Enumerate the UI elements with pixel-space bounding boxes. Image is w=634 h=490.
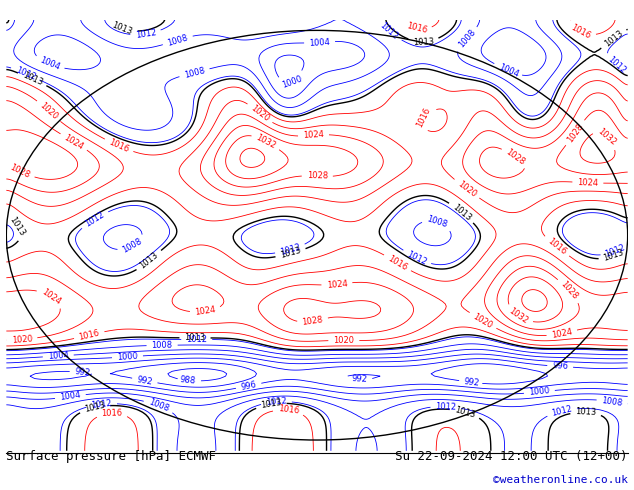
Text: 1012: 1012: [91, 399, 112, 410]
Text: 1012: 1012: [605, 55, 627, 75]
Text: 1016: 1016: [569, 23, 592, 40]
Text: 1008: 1008: [456, 28, 477, 50]
Text: 1013: 1013: [279, 246, 302, 260]
Text: 1020: 1020: [249, 103, 271, 123]
Text: 1008: 1008: [152, 341, 172, 350]
Text: 1012: 1012: [134, 28, 157, 40]
Text: 1008: 1008: [601, 395, 623, 408]
Text: 1028: 1028: [302, 316, 324, 327]
Text: 1004: 1004: [309, 37, 330, 48]
Text: 1013: 1013: [260, 398, 282, 410]
Text: 1028: 1028: [559, 280, 579, 301]
Text: 1024: 1024: [63, 132, 85, 151]
Text: 1004: 1004: [48, 351, 69, 361]
Text: 1004: 1004: [60, 391, 81, 402]
Text: 1020: 1020: [38, 101, 60, 122]
Text: 1013: 1013: [8, 216, 27, 238]
Text: 1008: 1008: [426, 215, 449, 230]
Text: Surface pressure [hPa] ECMWF: Surface pressure [hPa] ECMWF: [6, 450, 216, 463]
Text: 1012: 1012: [186, 335, 207, 344]
Text: 992: 992: [136, 375, 153, 387]
Text: 1012: 1012: [279, 242, 302, 257]
Text: 1020: 1020: [333, 336, 354, 345]
Text: Su 22-09-2024 12:00 UTC (12+00): Su 22-09-2024 12:00 UTC (12+00): [395, 450, 628, 463]
Text: 1013: 1013: [413, 37, 434, 47]
Text: 1008: 1008: [121, 237, 144, 255]
Text: 1016: 1016: [405, 21, 428, 35]
Text: 1016: 1016: [101, 409, 122, 418]
Text: 1008: 1008: [183, 66, 206, 79]
Text: 1032: 1032: [254, 133, 278, 150]
Text: 1024: 1024: [40, 287, 62, 306]
Text: 992: 992: [74, 367, 91, 378]
Text: 988: 988: [179, 375, 197, 386]
Text: 1013: 1013: [21, 71, 44, 87]
Text: 1013: 1013: [453, 405, 476, 419]
Text: 1012: 1012: [551, 404, 573, 418]
Text: 1024: 1024: [551, 327, 573, 340]
Text: 1012: 1012: [266, 396, 287, 407]
Text: 996: 996: [240, 380, 257, 392]
Text: 1020: 1020: [456, 179, 478, 199]
Text: 1013: 1013: [602, 248, 625, 263]
Text: 1012: 1012: [604, 243, 627, 259]
Text: 1008: 1008: [147, 397, 170, 414]
Text: 1012: 1012: [378, 21, 399, 42]
Text: 1012: 1012: [405, 249, 428, 267]
Text: 1013: 1013: [575, 407, 597, 417]
Text: 996: 996: [552, 361, 568, 371]
Text: 1024: 1024: [326, 279, 347, 290]
Text: 1013: 1013: [603, 29, 625, 49]
Text: 1028: 1028: [307, 172, 328, 181]
Text: 1008: 1008: [166, 33, 189, 48]
Text: 1013: 1013: [111, 21, 134, 37]
Text: 1012: 1012: [436, 402, 456, 412]
Text: 1013: 1013: [83, 401, 106, 414]
Text: 1013: 1013: [138, 250, 160, 270]
Text: 1016: 1016: [78, 328, 101, 342]
Text: ©weatheronline.co.uk: ©weatheronline.co.uk: [493, 475, 628, 485]
Text: 1004: 1004: [38, 56, 61, 72]
Text: 1016: 1016: [278, 405, 299, 416]
Text: 1028: 1028: [9, 163, 32, 180]
Text: 1020: 1020: [472, 312, 494, 330]
Text: 1028: 1028: [566, 122, 585, 144]
Text: 992: 992: [463, 377, 480, 388]
Text: 1032: 1032: [596, 126, 618, 147]
Text: 1032: 1032: [507, 306, 530, 326]
Text: 992: 992: [351, 374, 368, 384]
Text: 1013: 1013: [451, 202, 472, 223]
Text: 1004: 1004: [497, 62, 520, 78]
Text: 1013: 1013: [184, 333, 205, 343]
Text: 1016: 1016: [386, 254, 409, 272]
Text: 1016: 1016: [107, 138, 131, 154]
Text: 1012: 1012: [14, 66, 37, 82]
Text: 1000: 1000: [529, 387, 550, 397]
Text: 1012: 1012: [83, 210, 106, 229]
Text: 1000: 1000: [280, 74, 303, 90]
Text: 1020: 1020: [11, 334, 33, 345]
Text: 1016: 1016: [546, 237, 568, 257]
Text: 1024: 1024: [303, 130, 324, 140]
Text: 1024: 1024: [577, 178, 598, 188]
Text: 1016: 1016: [415, 106, 432, 129]
Text: 1024: 1024: [195, 305, 216, 318]
Text: 1000: 1000: [117, 352, 138, 362]
Text: 1028: 1028: [504, 147, 526, 167]
